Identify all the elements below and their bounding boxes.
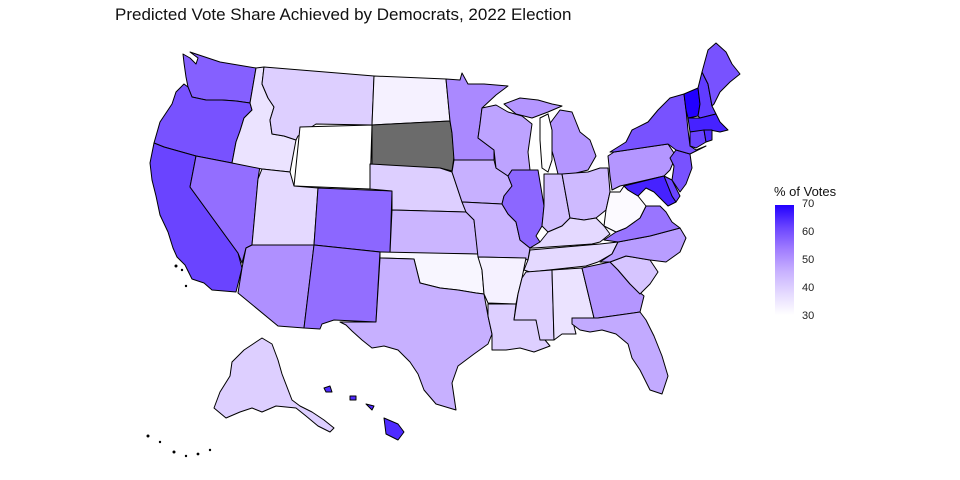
state-WA (182, 51, 257, 104)
aleutian-islands (146, 264, 212, 458)
state-NY (609, 93, 707, 155)
state-HI-kauai (323, 385, 333, 393)
state-NJ (669, 149, 693, 193)
state-CT (689, 129, 707, 149)
state-NM (303, 244, 381, 330)
state-KY (529, 217, 611, 249)
state-FL (571, 311, 669, 395)
state-HI (383, 417, 405, 441)
legend-tick-label: 50 (802, 254, 815, 266)
lake-michigan (539, 113, 553, 173)
chart-title: Predicted Vote Share Achieved by Democra… (115, 5, 572, 24)
state-ND (371, 75, 451, 126)
state-WY (293, 124, 373, 190)
state-VT (683, 87, 701, 119)
state-AZ (237, 244, 315, 329)
state-AK (213, 337, 335, 433)
state-NC (599, 227, 687, 263)
legend-tick-label: 30 (802, 310, 815, 322)
state-HI-maui (365, 403, 375, 411)
state-WV (603, 185, 647, 233)
legend-tick-label: 60 (802, 226, 815, 238)
legend-tick-label: 40 (802, 282, 815, 294)
state-KS (389, 209, 479, 255)
state-HI-oahu (349, 395, 357, 401)
state-CO (313, 187, 393, 254)
color-legend: % of Votes 70 60 50 40 30 (774, 184, 894, 324)
state-ME (701, 42, 741, 107)
legend-title: % of Votes (774, 184, 837, 199)
state-TN (523, 241, 619, 273)
state-WI (477, 104, 533, 177)
state-TX (339, 257, 493, 411)
state-MI-UP (503, 97, 563, 119)
state-SD (371, 120, 455, 172)
state-OH (561, 167, 611, 221)
state-MI (547, 109, 597, 175)
legend-color-bar (775, 205, 794, 315)
legend-tick-label: 70 (802, 198, 815, 210)
state-RI (703, 129, 713, 143)
